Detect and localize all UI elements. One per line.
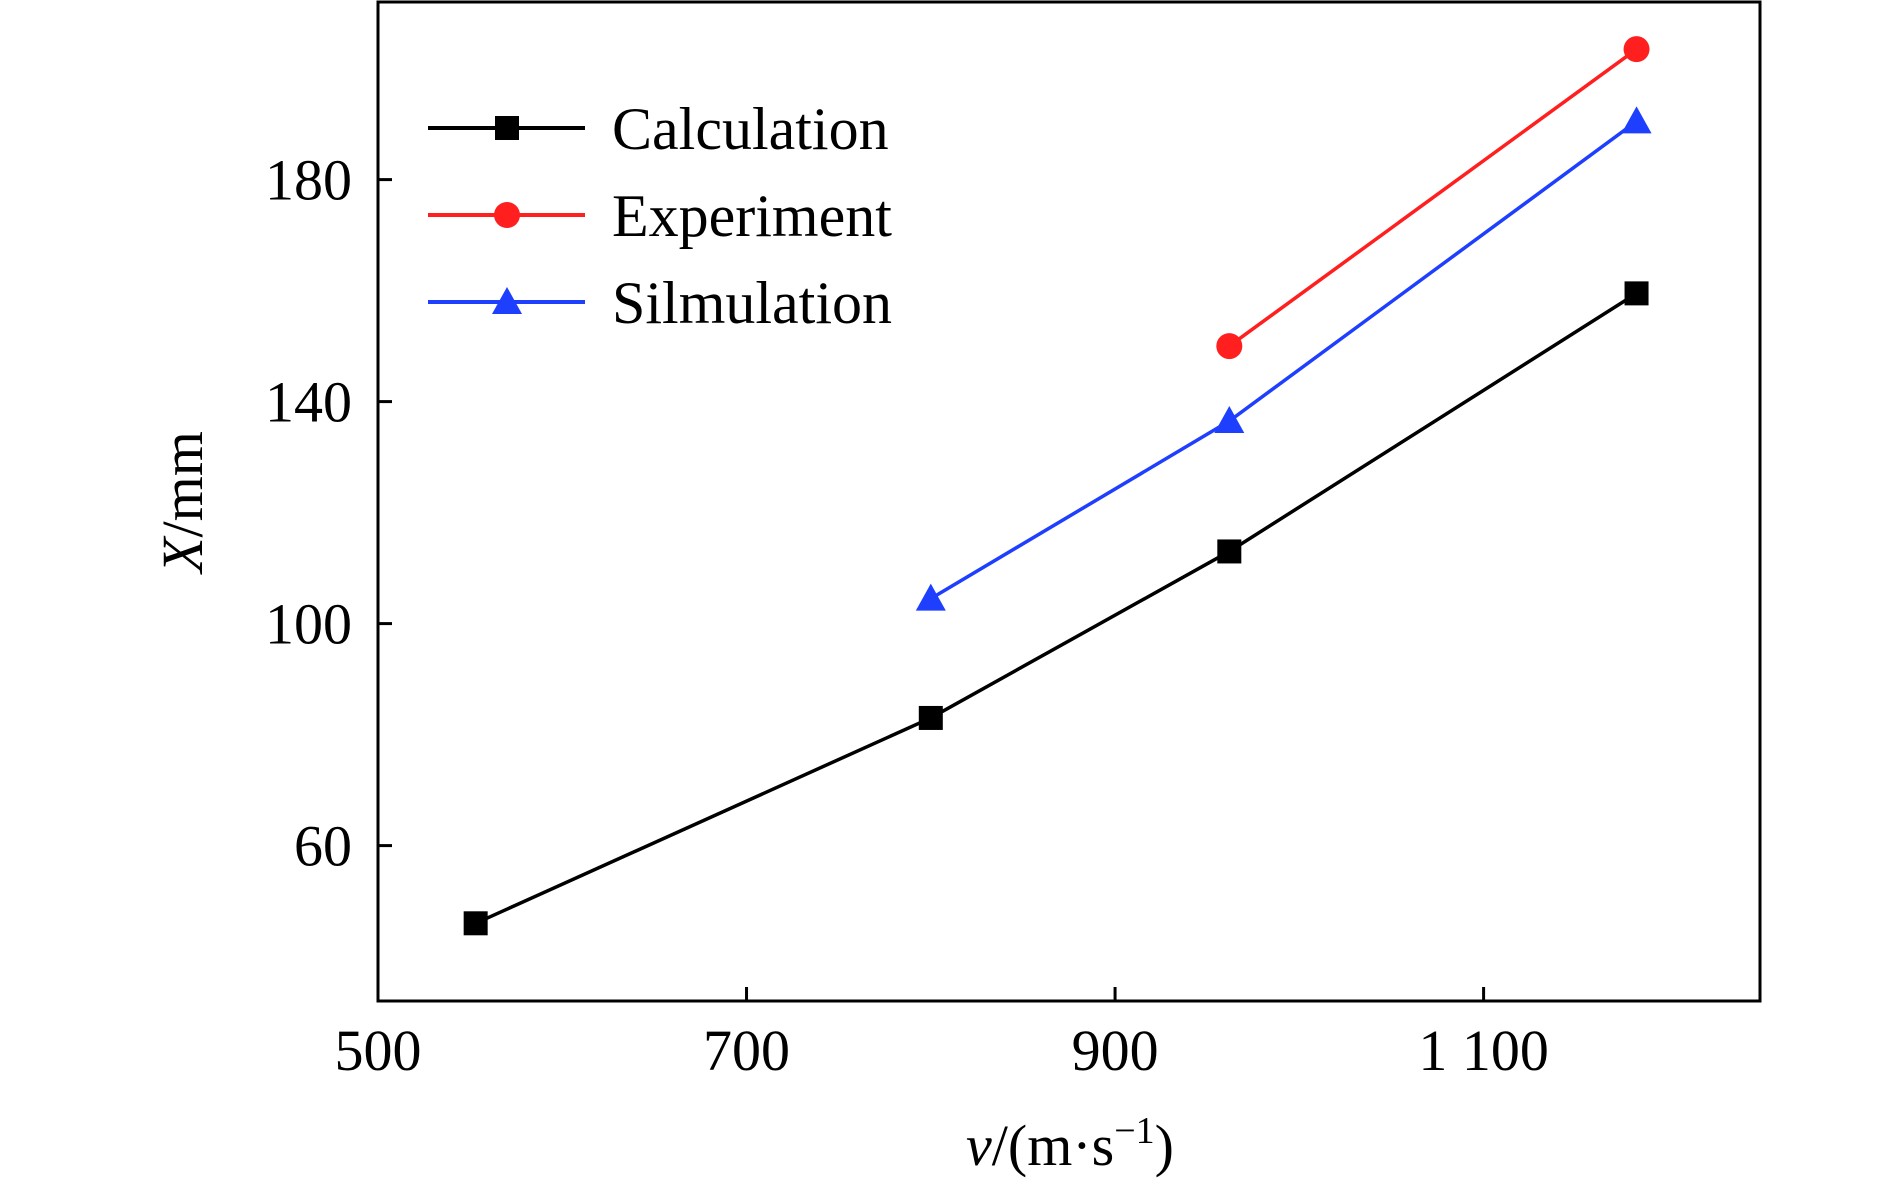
data-point-silmulation [915,583,946,611]
data-point-experiment [1216,333,1243,360]
data-point-calculation [463,911,488,936]
legend-marker-calculation [495,116,519,140]
y-axis-ticks: 60 100 140 180 [265,148,392,879]
y-tick-label: 180 [265,148,352,213]
y-tick-label: 100 [265,592,352,657]
x-tick-label: 700 [703,1018,790,1083]
y-tick-label: 140 [265,370,352,435]
legend: Calculation Experiment Silmulation [428,96,892,336]
x-axis-close: ) [1155,1113,1174,1178]
plot-frame [376,0,1762,1003]
x-axis-label: v/(m·s−1) [966,1110,1174,1178]
data-point-experiment [1623,36,1650,63]
series-line-calculation [474,291,1638,925]
x-axis-ticks: 500 700 900 1 100 [335,987,1549,1083]
series-line-experiment [1228,47,1638,348]
data-point-calculation [1624,281,1649,306]
y-axis-var: X [150,535,215,575]
data-point-silmulation [1621,106,1652,134]
y-tick-label: 60 [294,814,352,879]
data-point-calculation [918,705,943,730]
x-axis-var: v [966,1113,992,1178]
y-axis-unit: /mm [150,431,215,537]
x-axis-unit: /(m·s [992,1113,1114,1178]
legend-marker-silmulation [492,287,522,314]
x-tick-label: 900 [1072,1018,1159,1083]
legend-marker-experiment [494,202,520,228]
legend-label-calculation: Calculation [612,96,889,162]
x-axis-exp: −1 [1114,1110,1154,1152]
x-tick-label: 500 [335,1018,422,1083]
x-tick-label: 1 100 [1418,1018,1549,1083]
legend-label-silmulation: Silmulation [612,270,892,336]
y-axis-label: X/mm [150,431,215,575]
data-point-silmulation [1214,406,1245,434]
series-layer [463,36,1652,936]
legend-label-experiment: Experiment [612,183,892,249]
data-point-calculation [1217,539,1242,564]
